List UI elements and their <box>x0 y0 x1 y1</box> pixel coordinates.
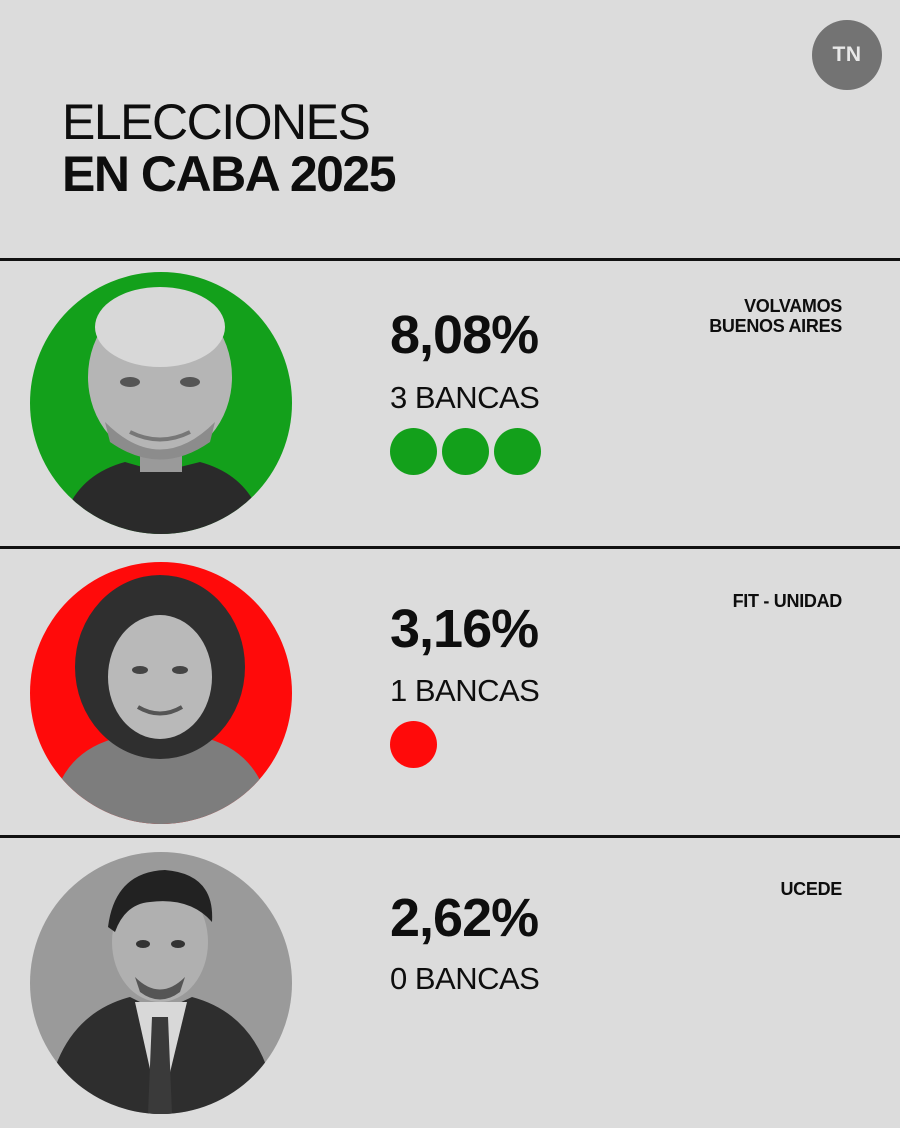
party-name-line: UCEDE <box>780 879 842 899</box>
result-row: 3,16% 1 BANCAS FIT - UNIDAD <box>0 546 900 834</box>
party-name-line: VOLVAMOS <box>744 296 842 316</box>
title-line-1: ELECCIONES <box>62 94 371 150</box>
title-line-2: EN CABA 2025 <box>62 146 397 202</box>
candidate-photo <box>30 272 292 534</box>
result-row: 2,62% 0 BANCAS UCEDE <box>0 835 900 1123</box>
party-name-line: BUENOS AIRES <box>709 316 842 336</box>
row-divider <box>0 258 900 261</box>
row-divider <box>0 835 900 838</box>
candidate-photo <box>30 562 292 824</box>
seat-dot <box>390 721 437 768</box>
seats-label: 1 BANCAS <box>390 673 540 708</box>
seat-dots <box>390 428 541 475</box>
party-name: FIT - UNIDAD <box>732 591 843 611</box>
candidate-photo <box>30 852 292 1114</box>
vote-percentage: 3,16% <box>390 599 539 659</box>
seats-label: 0 BANCAS <box>390 961 540 996</box>
page-title: ELECCIONES EN CABA 2025 <box>62 94 397 202</box>
party-name: VOLVAMOS BUENOS AIRES <box>709 296 842 336</box>
vote-percentage: 8,08% <box>390 305 539 365</box>
tn-logo: TN <box>812 20 882 90</box>
seat-dot <box>390 428 437 475</box>
seat-dots <box>390 721 437 768</box>
seat-dot <box>494 428 541 475</box>
vote-percentage: 2,62% <box>390 888 539 948</box>
result-row: 8,08% 3 BANCAS VOLVAMOS BUENOS AIRES <box>0 258 900 546</box>
party-name: UCEDE <box>780 879 842 899</box>
seat-dot <box>442 428 489 475</box>
row-divider <box>0 546 900 549</box>
seats-label: 3 BANCAS <box>390 380 540 415</box>
party-name-line: FIT - UNIDAD <box>732 591 843 611</box>
